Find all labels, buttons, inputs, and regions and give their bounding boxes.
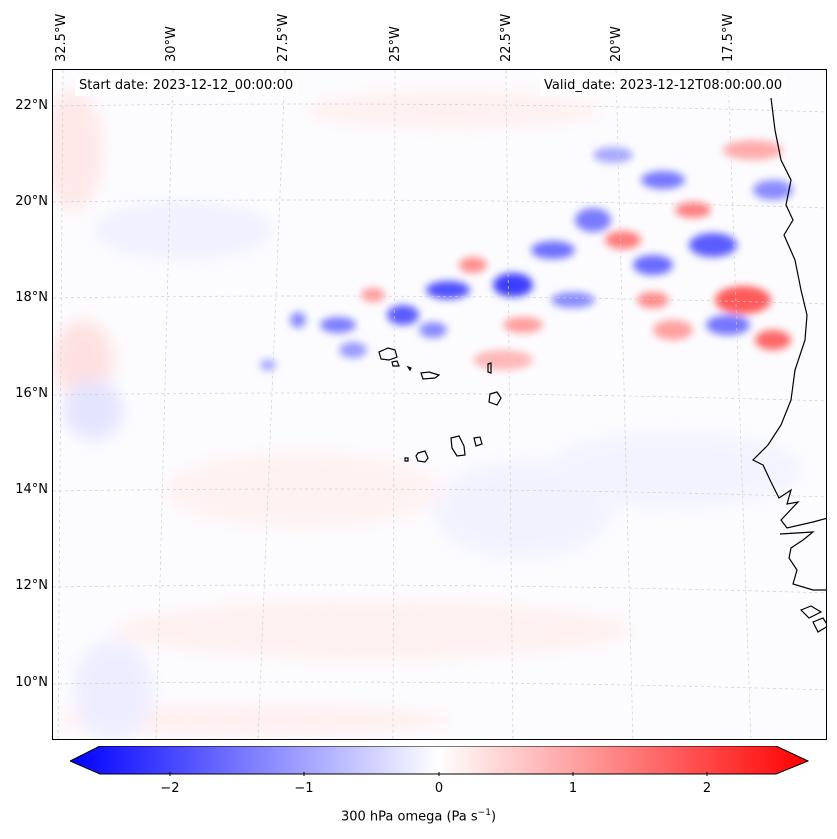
colorbar-tick-minus2: −2 [160, 781, 180, 796]
lon-label-20w: 20°W [609, 26, 624, 62]
colorbar-tick-1: 1 [568, 781, 578, 796]
lon-label-25w: 25°W [388, 26, 403, 62]
colorbar-title: 300 hPa omega (Pa s−1) [0, 808, 837, 824]
colorbar-tick-minus1: −1 [294, 781, 314, 796]
map-panel[interactable] [52, 69, 827, 740]
lat-label-22n: 22°N [15, 98, 48, 113]
colorbar-title-close: ) [490, 809, 497, 825]
cape-verde-islands [378, 347, 502, 463]
valid-date-label: Valid_date: 2023-12-12T08:00:00.00 [540, 76, 787, 96]
colorbar-tick-0: 0 [434, 781, 444, 796]
colorbar-tick-2: 2 [702, 781, 712, 796]
colorbar-title-exponent: −1 [477, 808, 491, 818]
background-field [53, 90, 803, 739]
lon-label-32-5w: 32.5°W [54, 13, 69, 62]
graticule [53, 70, 826, 739]
omega-field-map [53, 70, 826, 739]
lat-label-12n: 12°N [15, 578, 48, 593]
africa-coastline [751, 97, 826, 633]
start-date-label: Start date: 2023-12-12_00:00:00 [75, 76, 298, 96]
lat-label-20n: 20°N [15, 194, 48, 209]
active-band [260, 140, 793, 371]
lat-label-18n: 18°N [15, 290, 48, 305]
lon-label-22-5w: 22.5°W [499, 13, 514, 62]
lon-label-27-5w: 27.5°W [276, 13, 291, 62]
lon-label-17-5w: 17.5°W [721, 13, 736, 62]
lon-label-30w: 30°W [164, 26, 179, 62]
colorbar [70, 746, 810, 776]
lat-label-10n: 10°N [15, 675, 48, 690]
colorbar-gradient [70, 746, 810, 775]
lat-label-16n: 16°N [15, 386, 48, 401]
colorbar-title-text: 300 hPa omega (Pa s [340, 809, 478, 825]
lat-label-14n: 14°N [15, 482, 48, 497]
